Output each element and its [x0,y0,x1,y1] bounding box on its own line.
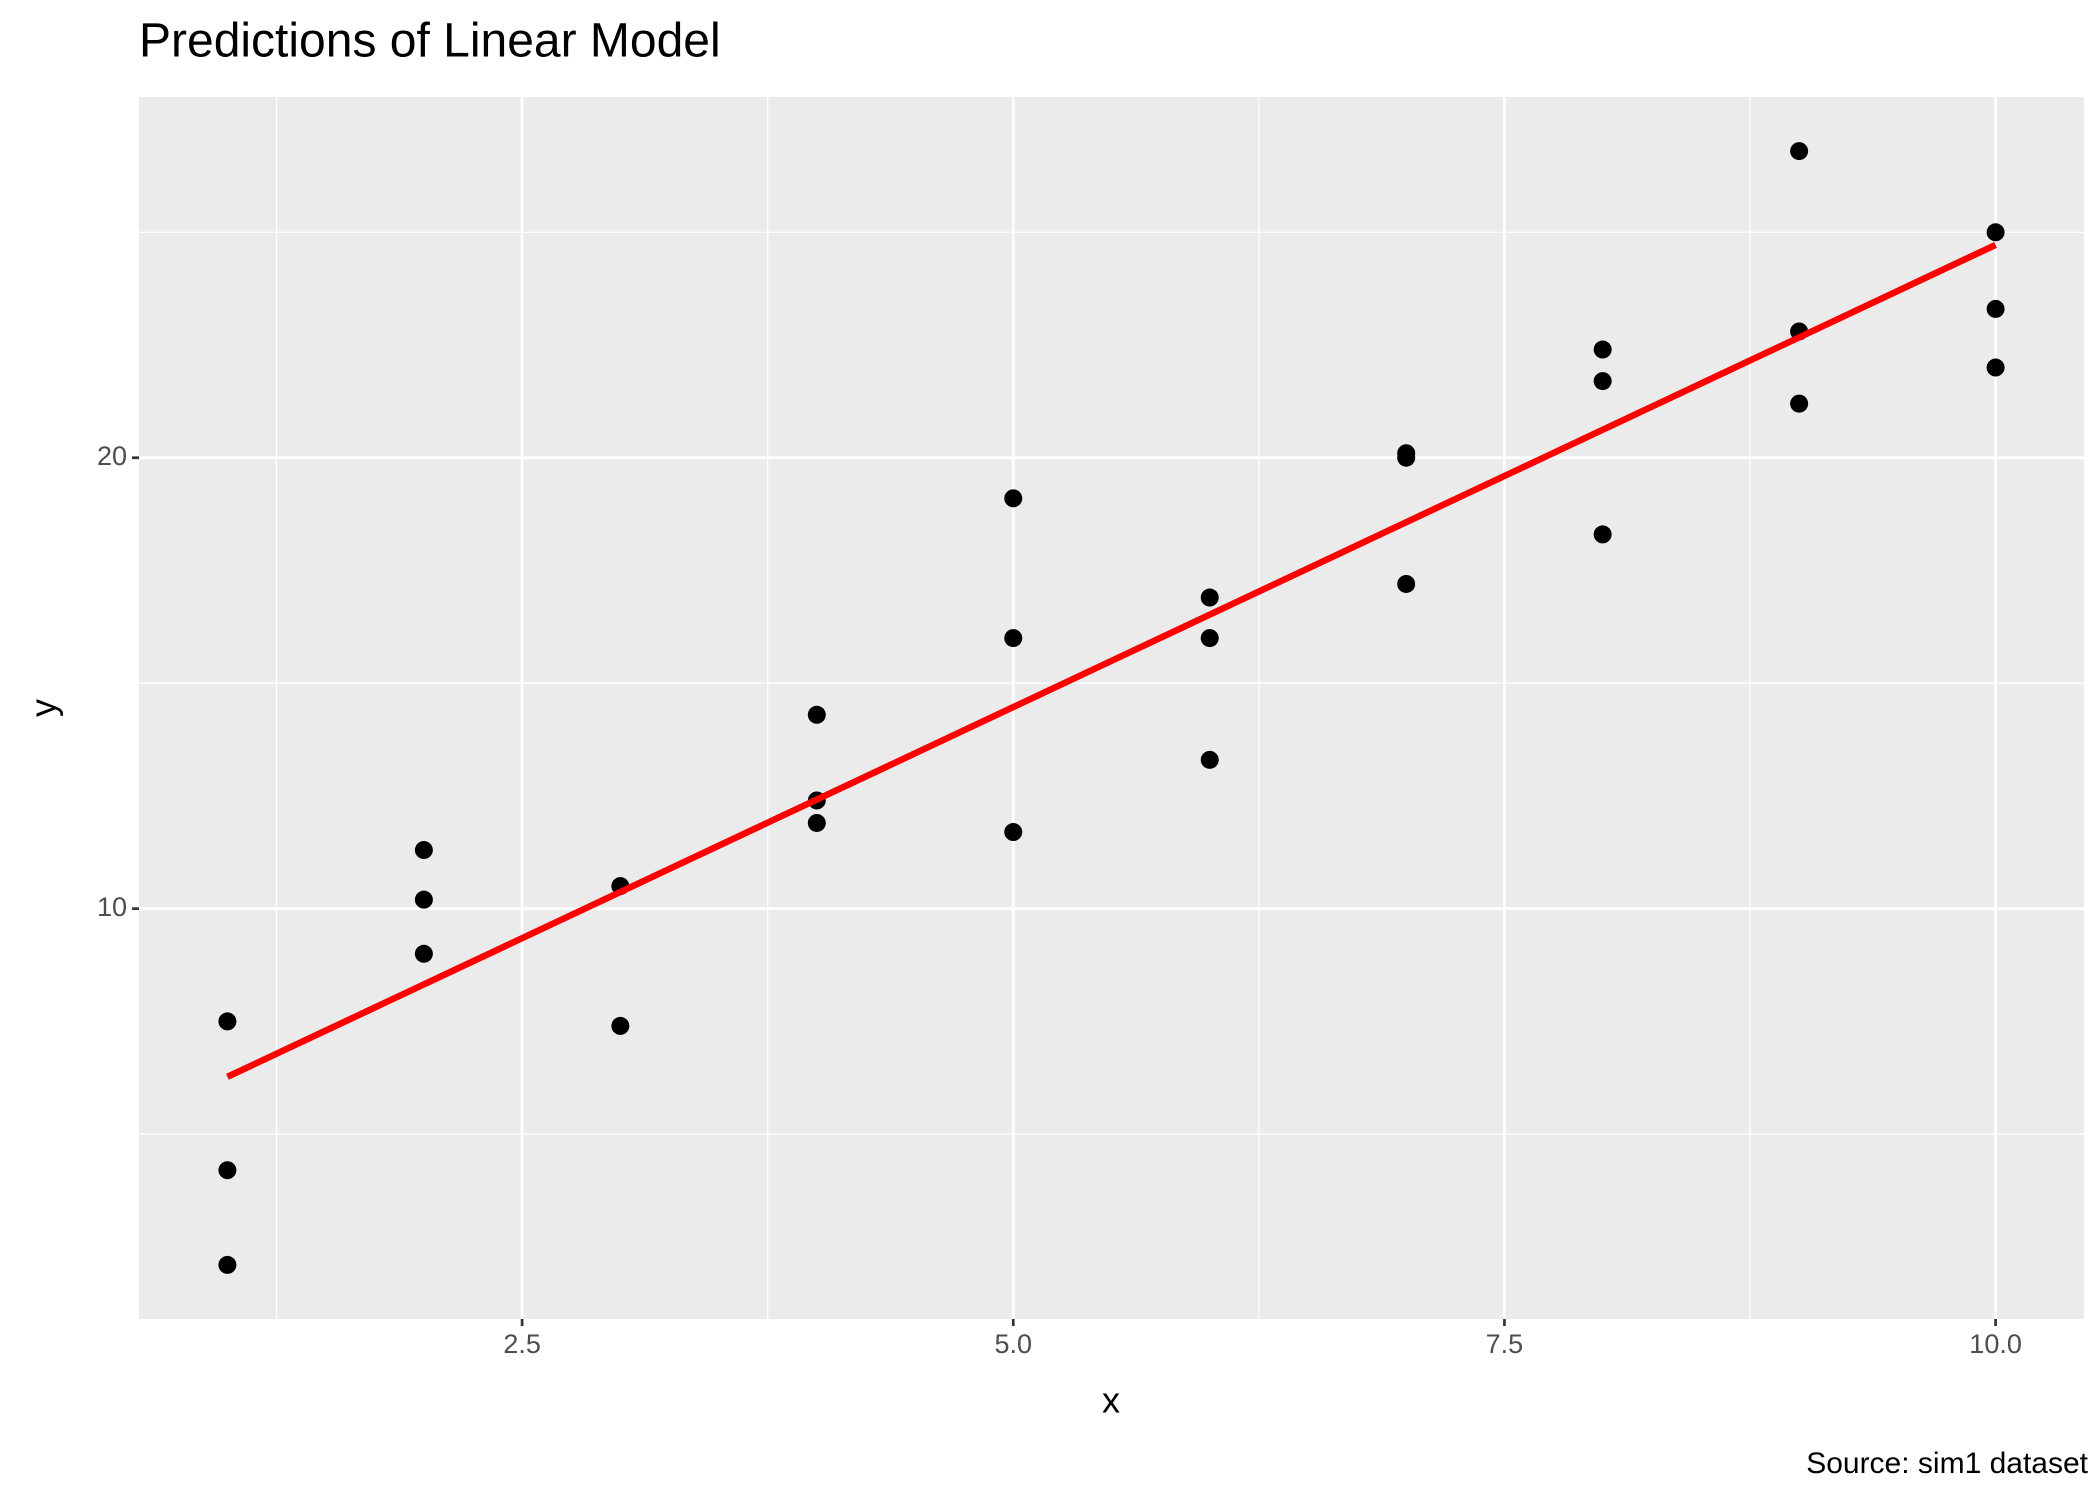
point [807,813,826,832]
point [1986,299,2005,318]
point [1004,823,1023,842]
y-tick-label: 10 [97,892,127,922]
point [1986,223,2005,242]
x-axis-label: x [1102,1380,1120,1421]
point [414,841,433,860]
chart-title: Predictions of Linear Model [139,15,721,68]
point [1397,448,1416,467]
point [218,1255,237,1274]
point [1593,340,1612,359]
point [1593,372,1612,391]
point [218,1161,237,1180]
point [1790,394,1809,413]
x-tick-label: 7.5 [1486,1329,1524,1359]
point [611,1016,630,1035]
point [414,890,433,909]
fit-line [226,241,1997,1080]
caption: Source: sim1 dataset [1806,1447,2088,1480]
point [1790,142,1809,161]
y-tick-label: 20 [97,441,127,471]
point [1397,574,1416,593]
point [1593,525,1612,544]
point [1200,588,1219,607]
x-tick-label: 10.0 [1969,1329,2022,1359]
point [1004,489,1023,508]
point [807,705,826,724]
x-tick-label: 2.5 [503,1329,541,1359]
x-tick-label: 5.0 [994,1329,1032,1359]
point [1200,629,1219,648]
point [218,1012,237,1031]
point [1986,358,2005,377]
point [1200,750,1219,769]
y-axis-label: y [23,699,64,717]
plot-panel [139,97,2084,1319]
point [1004,629,1023,648]
point [414,944,433,963]
